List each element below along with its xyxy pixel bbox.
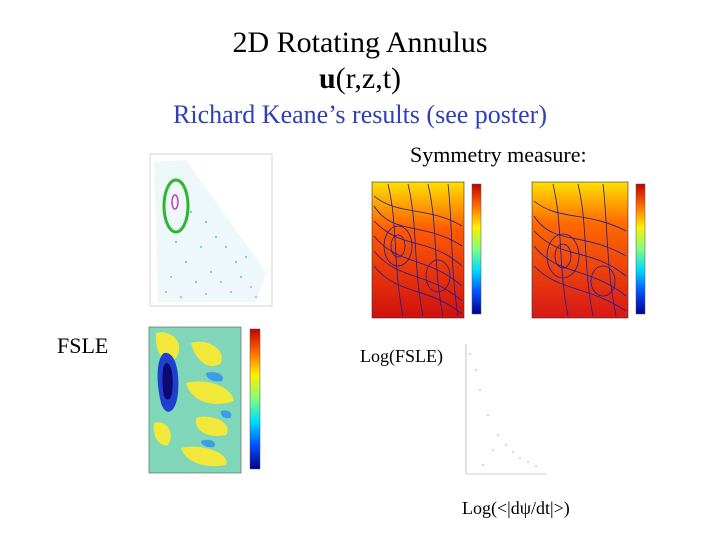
symmetry-measure-plot-2 xyxy=(528,176,652,324)
log-fsle-label: Log(FSLE) xyxy=(360,346,443,366)
velocity-symbol: u xyxy=(318,62,336,95)
fsle-field-image xyxy=(146,323,270,481)
log-log-scatter-image xyxy=(458,340,548,480)
poincare-section-image xyxy=(146,152,276,312)
slide-title-formula: u(r,z,t) xyxy=(0,62,720,96)
log-dpsi-label: Log(<|dψ/dt|>) xyxy=(462,498,570,518)
slide-title: 2D Rotating Annulus xyxy=(232,26,488,59)
symmetry-measure-plot-1 xyxy=(368,176,488,324)
slide-subtitle: Richard Keane’s results (see poster) xyxy=(173,100,547,129)
velocity-args: (r,z,t) xyxy=(335,62,402,95)
symmetry-measure-label: Symmetry measure: xyxy=(410,142,587,167)
fsle-label: FSLE xyxy=(57,333,109,358)
